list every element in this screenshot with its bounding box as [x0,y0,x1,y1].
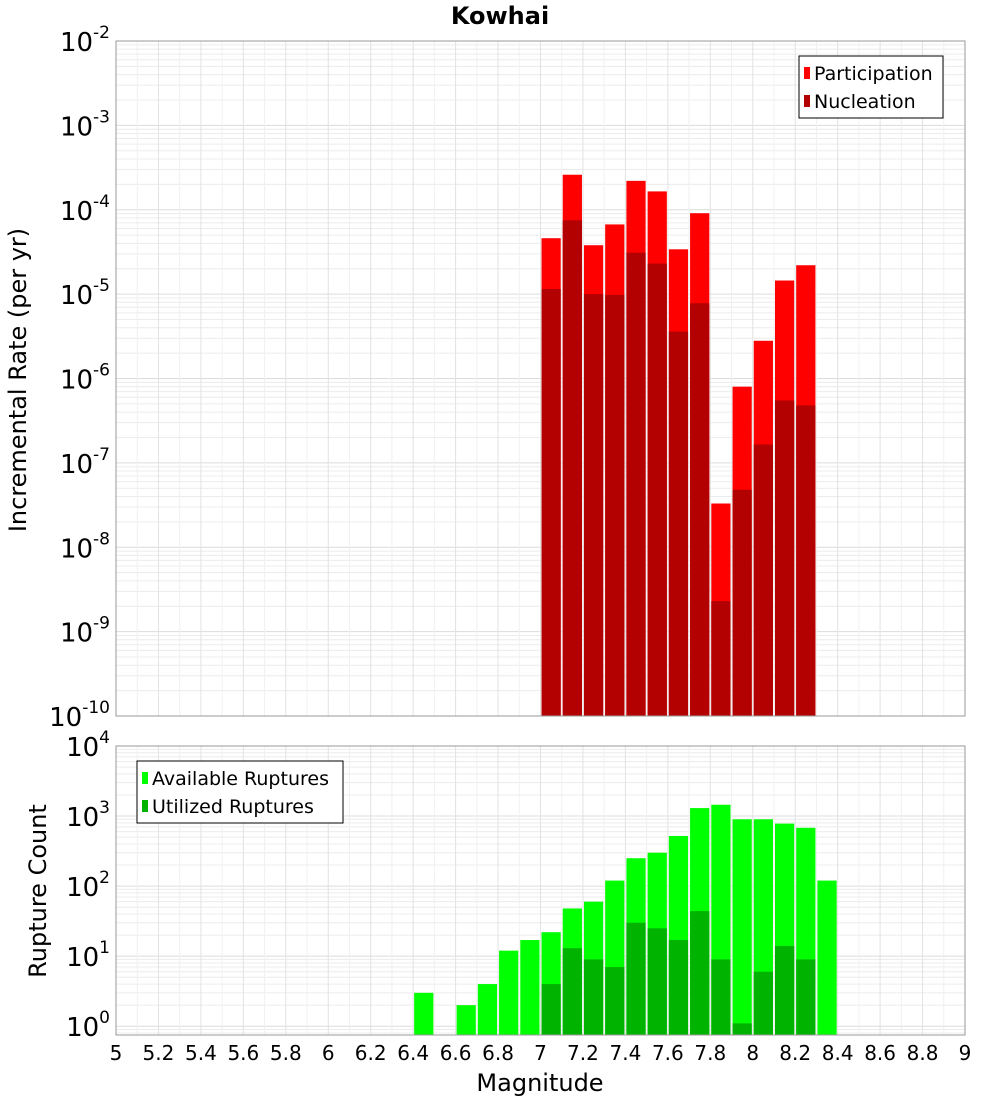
count-bar [690,911,710,1035]
count-series-utilized-ruptures [541,911,816,1035]
count-legend-box [136,760,344,824]
x-tick-label: 6.4 [397,1041,429,1065]
rate-grid [115,40,966,717]
count-frame [115,745,966,1036]
rate-panel: 10-2 10-3 10-4 10-5 10-6 10-7 10-8 10-9 10-10 Par… [49,23,966,733]
rate-legend: Participation Nucleation [798,55,944,119]
count-y-tick-label: 102 [66,868,110,903]
x-tick-label: 8.6 [864,1041,896,1065]
x-tick-label: 8.8 [907,1041,939,1065]
count-bar [626,922,646,1035]
x-tick-label: 7.6 [652,1041,684,1065]
count-bar [732,1023,752,1035]
count-bar [711,959,731,1035]
rate-bar [668,331,689,716]
x-tick-label: 5.6 [227,1041,259,1065]
count-bar [647,928,667,1035]
rate-y-tick-label: 10-4 [60,192,110,227]
rate-bar [583,294,604,716]
rate-y-tick-label: 10-5 [60,276,110,311]
rate-bar [711,601,731,716]
count-bar [753,971,773,1035]
x-tick-label: 6 [322,1041,335,1065]
rate-legend-swatch [804,67,810,79]
count-legend-swatch [142,800,148,812]
rate-y-tick-label: 10-7 [60,445,110,480]
rate-bar [647,263,667,716]
count-bar [499,950,519,1035]
x-tick-label: 7.8 [694,1041,726,1065]
rate-series-nucleation [541,220,816,717]
count-y-tick-label: 103 [66,798,110,833]
count-bar [817,880,837,1035]
x-tick-label: 5.8 [270,1041,302,1065]
x-tick-label: 7.4 [609,1041,641,1065]
x-axis-ticks: 5 5.2 5.4 5.6 5.8 6 6.2 6.4 6.6 6.8 7 7.2 7.4 7.6 7.8 8… [110,1041,972,1065]
count-bar [605,967,625,1035]
count-bar [541,984,561,1035]
x-tick-label: 8.4 [822,1041,854,1065]
count-y-tick-label: 101 [66,938,110,973]
count-bar [520,940,540,1035]
chart-title: Kowhai [451,2,549,30]
rupture-count-panel: 104 103 102 101 100 Available Ruptures Utilize… [66,728,971,1065]
x-tick-label: 6.2 [355,1041,387,1065]
count-bar [414,992,434,1035]
count-legend-swatch [142,772,148,784]
rate-y-tick-label: 10-3 [60,107,110,142]
rate-bar [774,400,795,716]
x-axis-label: Magnitude [476,1069,603,1097]
count-bar [562,948,582,1035]
rate-y-tick-label: 10-9 [60,614,110,649]
x-tick-label: 6.8 [482,1041,514,1065]
rate-bar [753,444,773,716]
count-legend-label: Utilized Ruptures [152,796,314,818]
bottom-y-axis-label: Rupture Count [24,804,52,978]
top-y-axis-label: Incremental Rate (per yr) [4,228,32,532]
count-y-tick-label: 104 [66,728,110,763]
count-bar [583,959,604,1035]
count-bar [732,819,752,1035]
rate-bar [732,489,752,716]
rate-y-tick-label: 10-8 [60,529,110,564]
count-legend: Available Ruptures Utilized Ruptures [136,760,344,824]
rate-bar [562,220,582,717]
count-y-tick-label: 100 [66,1008,110,1043]
count-bar [796,959,816,1035]
count-legend-label: Available Ruptures [152,768,329,790]
count-bar [774,945,795,1035]
rate-legend-box [798,55,944,119]
count-bar [668,940,689,1035]
x-tick-label: 8 [746,1041,759,1065]
x-tick-label: 5.2 [143,1041,175,1065]
x-tick-label: 8.2 [779,1041,811,1065]
rate-y-tick-label: 10-2 [60,23,110,58]
x-tick-label: 7.2 [567,1041,599,1065]
count-bar [456,1005,476,1035]
count-bar [477,984,498,1035]
x-tick-label: 9 [959,1041,972,1065]
rate-bar [605,294,625,716]
x-tick-label: 6.6 [440,1041,472,1065]
rate-bar [541,289,561,716]
rate-y-tick-label: 10-10 [49,698,110,733]
rate-legend-label: Nucleation [814,91,916,113]
rate-legend-swatch [804,95,810,107]
rate-y-tick-label: 10-6 [60,361,110,396]
rate-bar [626,252,646,716]
rate-bar [796,405,816,716]
x-tick-label: 5 [110,1041,123,1065]
rate-bar [690,303,710,716]
rate-frame [115,40,966,717]
x-tick-label: 7 [534,1041,547,1065]
x-tick-label: 5.4 [185,1041,217,1065]
rate-legend-label: Participation [814,63,933,85]
